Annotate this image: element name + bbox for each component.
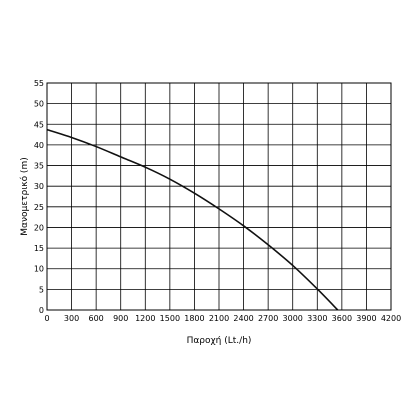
series-group bbox=[46, 128, 339, 311]
x-ticks: 0 300 600 900 1200 1500 1800 2100 2400 2700 3000 33… bbox=[44, 314, 401, 323]
x-tick-label: 1200 bbox=[135, 314, 155, 323]
y-tick-label: 25 bbox=[34, 203, 44, 212]
x-tick-label: 300 bbox=[64, 314, 79, 323]
x-tick-label: 1500 bbox=[160, 314, 180, 323]
y-axis-label: Μανομετρικό (m) bbox=[19, 157, 30, 235]
x-tick-label: 900 bbox=[113, 314, 128, 323]
x-tick-label: 2700 bbox=[258, 314, 278, 323]
x-axis-label: Παροχή (Lt./h) bbox=[187, 336, 252, 346]
x-tick-label: 4200 bbox=[381, 314, 401, 323]
y-tick-label: 45 bbox=[34, 120, 44, 129]
y-tick-label: 0 bbox=[39, 306, 44, 315]
x-tick-label: 3000 bbox=[283, 314, 303, 323]
pump-curve-line bbox=[46, 128, 339, 311]
y-tick-label: 55 bbox=[34, 79, 44, 88]
y-ticks: 0 5 10 15 20 25 30 35 40 45 50 55 bbox=[34, 79, 44, 315]
x-tick-label: 1800 bbox=[184, 314, 204, 323]
plot-frame bbox=[46, 82, 392, 311]
y-tick-label: 35 bbox=[34, 162, 44, 171]
grid bbox=[46, 82, 392, 311]
y-tick-label: 50 bbox=[34, 100, 44, 109]
y-tick-label: 20 bbox=[34, 223, 44, 232]
y-tick-label: 40 bbox=[34, 141, 44, 150]
x-tick-label: 0 bbox=[44, 314, 49, 323]
y-tick-label: 15 bbox=[34, 244, 44, 253]
x-tick-label: 2400 bbox=[233, 314, 253, 323]
x-tick-label: 600 bbox=[89, 314, 104, 323]
x-tick-label: 3900 bbox=[356, 314, 376, 323]
x-tick-label: 2100 bbox=[209, 314, 229, 323]
x-tick-label: 3300 bbox=[307, 314, 327, 323]
y-tick-label: 30 bbox=[34, 182, 44, 191]
y-tick-label: 10 bbox=[34, 265, 44, 274]
y-tick-label: 5 bbox=[39, 285, 44, 294]
x-tick-label: 3600 bbox=[332, 314, 352, 323]
